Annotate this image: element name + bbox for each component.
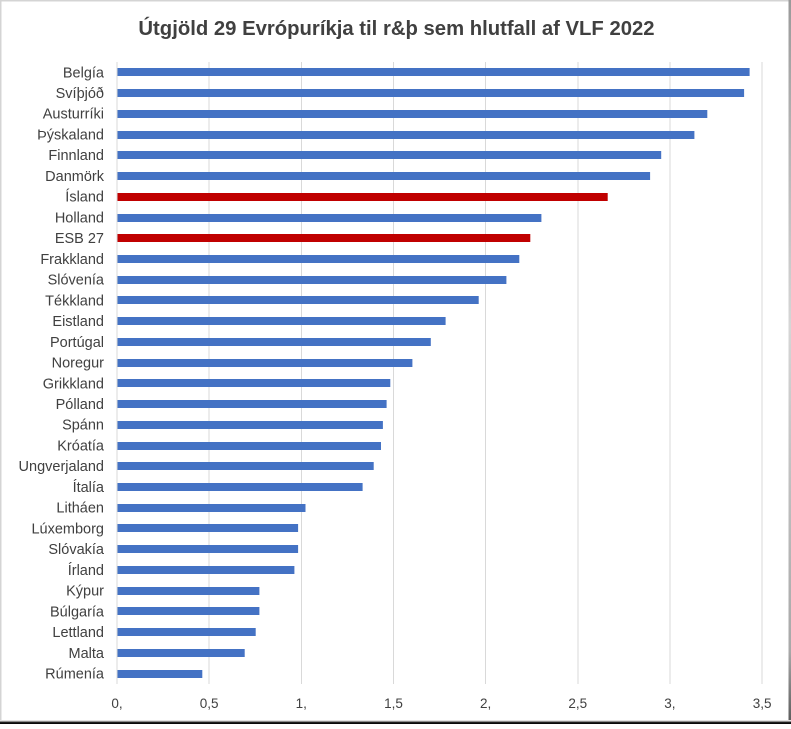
svg-text:ESB 27: ESB 27: [55, 231, 104, 247]
svg-text:Kýpur: Kýpur: [66, 584, 104, 600]
svg-text:Búlgaría: Búlgaría: [50, 604, 105, 620]
svg-text:1,: 1,: [296, 696, 307, 711]
svg-text:Noregur: Noregur: [52, 356, 105, 372]
svg-text:Tékkland: Tékkland: [45, 293, 104, 309]
svg-text:0,5: 0,5: [200, 696, 219, 711]
svg-text:Írland: Írland: [68, 562, 104, 579]
svg-text:Rúmenía: Rúmenía: [45, 667, 105, 683]
svg-text:Slóvenía: Slóvenía: [48, 273, 105, 289]
svg-text:Pólland: Pólland: [56, 397, 104, 413]
svg-text:0,: 0,: [111, 696, 122, 711]
svg-text:3,: 3,: [664, 696, 675, 711]
svg-text:Lúxemborg: Lúxemborg: [31, 521, 104, 537]
svg-text:Króatía: Króatía: [57, 438, 105, 454]
svg-text:Portúgal: Portúgal: [50, 335, 104, 351]
svg-text:2,: 2,: [480, 696, 491, 711]
svg-text:2,5: 2,5: [568, 696, 587, 711]
svg-text:Spánn: Spánn: [62, 418, 104, 434]
svg-text:1,5: 1,5: [384, 696, 403, 711]
svg-text:Útgjöld 29 Evrópuríkja til r&þ: Útgjöld 29 Evrópuríkja til r&þ sem hlutf…: [138, 16, 654, 40]
svg-text:Þýskaland: Þýskaland: [37, 127, 104, 143]
svg-text:Lettland: Lettland: [52, 625, 104, 641]
svg-text:Slóvakía: Slóvakía: [48, 542, 105, 558]
svg-text:Litháen: Litháen: [56, 501, 104, 517]
svg-text:Finnland: Finnland: [48, 148, 104, 164]
svg-text:Ítalía: Ítalía: [73, 479, 105, 496]
svg-text:Danmörk: Danmörk: [45, 169, 105, 185]
svg-text:Frakkland: Frakkland: [40, 252, 104, 268]
svg-text:Ísland: Ísland: [65, 189, 104, 206]
svg-text:Grikkland: Grikkland: [43, 376, 104, 392]
svg-text:Holland: Holland: [55, 210, 104, 226]
svg-text:Svíþjóð: Svíþjóð: [56, 86, 104, 102]
svg-text:Austurríki: Austurríki: [43, 107, 104, 123]
svg-text:Malta: Malta: [69, 646, 105, 662]
svg-text:Ungverjaland: Ungverjaland: [19, 459, 104, 475]
svg-text:Belgía: Belgía: [63, 65, 105, 81]
svg-text:3,5: 3,5: [753, 696, 772, 711]
svg-text:Eistland: Eistland: [52, 314, 104, 330]
